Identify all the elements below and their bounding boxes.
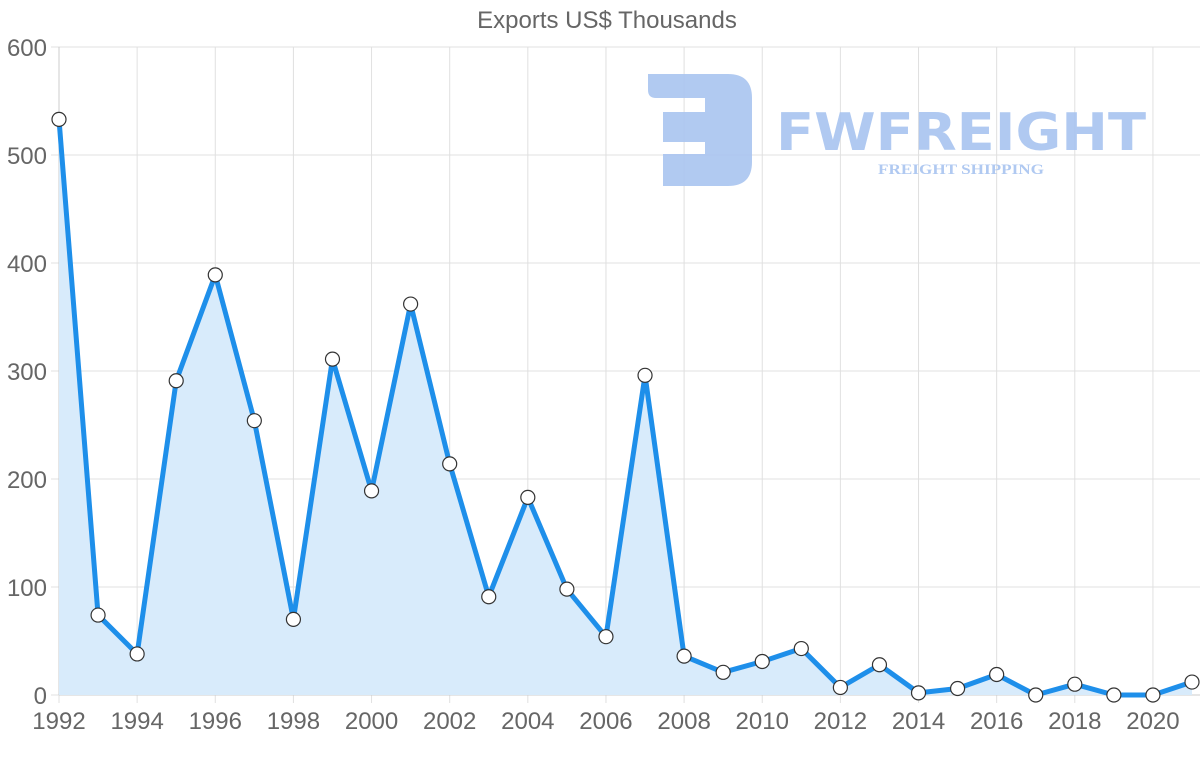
data-point[interactable] — [1145, 687, 1161, 703]
data-point[interactable] — [1028, 687, 1044, 703]
data-point[interactable] — [129, 646, 145, 662]
x-tick-label: 2000 — [345, 708, 398, 735]
data-point[interactable] — [442, 456, 458, 472]
watermark-brand-text: FWFREIGHT — [776, 103, 1147, 163]
x-tick-label: 2020 — [1126, 708, 1179, 735]
y-tick-label: 500 — [7, 143, 47, 170]
data-point[interactable] — [481, 589, 497, 605]
data-point[interactable] — [949, 680, 966, 697]
data-point[interactable] — [832, 679, 848, 696]
watermark-tagline-text: FREIGHT SHIPPING — [878, 162, 1044, 178]
data-point[interactable] — [559, 581, 575, 597]
x-tick-label: 2006 — [579, 708, 632, 735]
data-point[interactable] — [676, 648, 692, 664]
y-tick-label: 0 — [34, 683, 47, 710]
data-point[interactable] — [207, 267, 223, 283]
x-tick-label: 2010 — [736, 708, 789, 735]
x-tick-label: 2012 — [814, 708, 867, 735]
logo-mark-icon — [648, 74, 752, 186]
chart-title: Exports US$ Thousands — [477, 7, 737, 34]
data-points — [51, 111, 1200, 703]
x-tick-label: 1994 — [110, 708, 163, 735]
x-tick-label: 2004 — [501, 708, 554, 735]
data-point[interactable] — [1067, 676, 1083, 692]
data-point[interactable] — [324, 351, 341, 367]
y-tick-label: 600 — [7, 35, 47, 62]
data-point[interactable] — [793, 640, 809, 657]
y-tick-label: 400 — [7, 251, 47, 278]
data-point[interactable] — [871, 657, 888, 673]
data-point[interactable] — [168, 373, 184, 389]
data-point[interactable] — [910, 685, 927, 701]
x-tick-label: 2018 — [1048, 708, 1101, 735]
data-point[interactable] — [246, 413, 262, 429]
data-point[interactable] — [637, 367, 653, 383]
data-point[interactable] — [285, 611, 302, 628]
fwfreight-watermark-logo: FWFREIGHT FREIGHT SHIPPING — [648, 74, 1147, 186]
x-tick-label: 2008 — [657, 708, 710, 735]
x-tick-label: 1998 — [267, 708, 320, 735]
x-tick-label: 2002 — [423, 708, 476, 735]
data-point[interactable] — [403, 296, 419, 312]
data-point[interactable] — [715, 664, 731, 680]
y-axis: 0 100 200 300 400 500 600 — [7, 35, 47, 710]
data-point[interactable] — [598, 629, 614, 645]
area-fill — [59, 119, 1192, 696]
x-tick-label: 2016 — [970, 708, 1023, 735]
x-tick-label: 2014 — [892, 708, 945, 735]
x-axis: 1992 1994 1996 1998 2000 2002 2004 2006 2008 2010… — [32, 708, 1179, 735]
y-tick-label: 300 — [7, 359, 47, 386]
x-tick-label: 1992 — [32, 708, 85, 735]
data-point[interactable] — [51, 111, 67, 127]
y-tick-label: 200 — [7, 467, 47, 494]
data-point[interactable] — [989, 666, 1005, 683]
data-point[interactable] — [520, 489, 536, 505]
data-point[interactable] — [1106, 687, 1122, 703]
data-point[interactable] — [363, 483, 380, 499]
data-point[interactable] — [1184, 674, 1200, 690]
data-point[interactable] — [754, 653, 770, 670]
y-tick-label: 100 — [7, 575, 47, 602]
x-tick-label: 1996 — [189, 708, 242, 735]
data-point[interactable] — [90, 607, 106, 623]
